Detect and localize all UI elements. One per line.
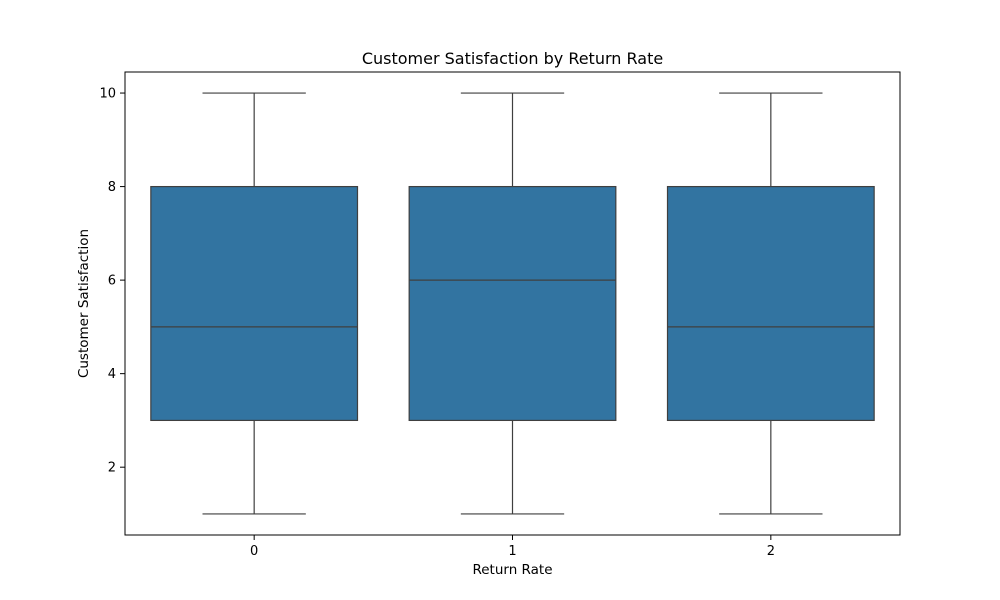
box-body — [408, 185, 617, 422]
box-2 — [666, 92, 875, 515]
y-tick-label: 10 — [99, 87, 116, 102]
box-body — [150, 185, 359, 422]
y-tick-label: 6 — [108, 274, 116, 289]
y-tick-label: 8 — [108, 180, 116, 195]
x-axis-label: Return Rate — [472, 562, 552, 578]
chart-title: Customer Satisfaction by Return Rate — [362, 49, 663, 68]
box-1 — [408, 92, 617, 515]
x-tick-label: 0 — [250, 544, 258, 559]
x-axis: 0 1 2 — [250, 535, 775, 559]
y-axis-label: Customer Satisfaction — [76, 229, 92, 378]
x-tick-label: 1 — [508, 544, 516, 559]
x-tick-label: 2 — [767, 544, 775, 559]
y-axis: 2 4 6 8 10 — [99, 87, 125, 476]
y-tick-label: 4 — [108, 367, 116, 382]
box-body — [666, 185, 875, 422]
plot-area — [150, 92, 875, 515]
box-0 — [150, 92, 359, 515]
y-tick-label: 2 — [108, 461, 116, 476]
